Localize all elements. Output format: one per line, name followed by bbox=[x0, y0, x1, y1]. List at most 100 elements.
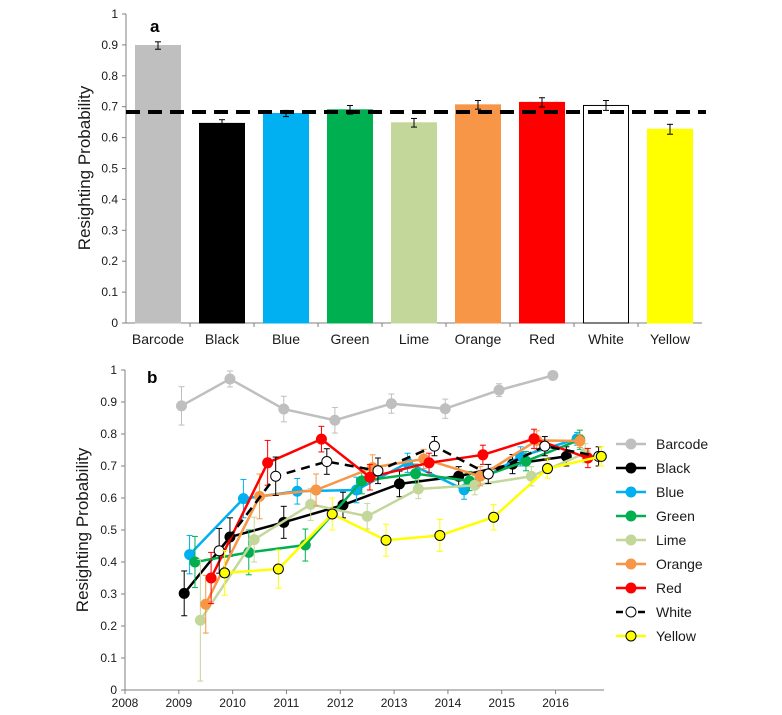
legend-label: Green bbox=[656, 508, 695, 524]
point-lime bbox=[361, 510, 373, 522]
series-lime bbox=[194, 443, 591, 682]
point-yellow bbox=[380, 534, 392, 546]
y-tick-label: 0.8 bbox=[101, 69, 118, 83]
x-tick-label: 2013 bbox=[381, 696, 408, 710]
line-chart-panel-b: 0 0.1 0.2 0.3 0.4 0.5 0.6 0.7 0.8 0.9 1 2008 2009 201… bbox=[73, 363, 708, 710]
legend-label: White bbox=[656, 604, 692, 620]
point-red bbox=[364, 471, 376, 483]
x-tick-label: 2011 bbox=[274, 696, 300, 710]
bar-blue bbox=[263, 112, 309, 324]
point-barcode bbox=[176, 400, 188, 412]
y-tick-label: 0.7 bbox=[101, 100, 118, 114]
x-tick-label: 2010 bbox=[219, 696, 246, 710]
category-label: Red bbox=[529, 331, 555, 347]
x-tick-label: 2014 bbox=[435, 696, 462, 710]
y-tick-label: 0 bbox=[111, 316, 118, 330]
point-lime bbox=[194, 614, 206, 626]
y-tick-label: 0.1 bbox=[100, 651, 117, 665]
legend-marker-red bbox=[625, 582, 637, 594]
legend-label: Blue bbox=[656, 484, 684, 500]
legend-marker-orange bbox=[625, 558, 637, 570]
legend-marker-black bbox=[625, 462, 637, 474]
legend-label: Red bbox=[656, 580, 682, 596]
category-label: Blue bbox=[272, 331, 300, 347]
bar-white bbox=[583, 104, 629, 324]
bar-red bbox=[519, 101, 565, 324]
y-axis-label: Resighting Probability bbox=[73, 447, 92, 612]
category-label: Barcode bbox=[132, 331, 184, 347]
bar-yellow bbox=[647, 128, 693, 324]
point-barcode bbox=[439, 403, 451, 415]
point-orange bbox=[574, 435, 586, 447]
y-tick-label: 0.4 bbox=[101, 192, 118, 206]
y-tick-label: 0.5 bbox=[101, 162, 118, 176]
y-tick-label: 0.9 bbox=[101, 38, 118, 52]
point-lime bbox=[469, 479, 481, 491]
point-lime bbox=[305, 498, 317, 510]
y-tick-label: 0.5 bbox=[100, 523, 117, 537]
legend-marker-lime bbox=[625, 534, 637, 546]
line-orange bbox=[204, 439, 580, 605]
point-red bbox=[262, 457, 274, 469]
series-white bbox=[213, 436, 605, 574]
point-white bbox=[539, 440, 551, 452]
point-barcode bbox=[278, 403, 290, 415]
legend-marker-white bbox=[625, 606, 637, 618]
y-tick-label: 0.9 bbox=[100, 395, 117, 409]
panel-label-b: b bbox=[147, 368, 157, 387]
category-label: Lime bbox=[399, 331, 430, 347]
y-tick-label: 1 bbox=[110, 363, 117, 377]
legend-label: Lime bbox=[656, 532, 687, 548]
panel-label-a: a bbox=[150, 17, 160, 36]
point-red bbox=[423, 457, 435, 469]
y-tick-label: 0.1 bbox=[101, 285, 118, 299]
category-label: White bbox=[588, 331, 624, 347]
y-tick-label: 0.7 bbox=[100, 459, 117, 473]
legend-marker-blue bbox=[625, 486, 637, 498]
point-orange bbox=[310, 484, 322, 496]
point-black bbox=[178, 587, 190, 599]
point-barcode bbox=[547, 369, 559, 381]
point-red bbox=[477, 449, 489, 461]
x-tick-label: 2009 bbox=[165, 696, 192, 710]
point-red bbox=[528, 433, 540, 445]
y-tick-label: 0.2 bbox=[100, 619, 117, 633]
point-barcode bbox=[493, 384, 505, 396]
point-black bbox=[393, 478, 405, 490]
point-yellow bbox=[326, 508, 338, 520]
y-tick-label: 0.8 bbox=[100, 427, 117, 441]
point-white bbox=[321, 456, 333, 468]
y-tick-label: 0.6 bbox=[101, 131, 118, 145]
legend: Barcode Black Blue Green Lime Orange Red White Y… bbox=[616, 436, 708, 644]
legend-marker-yellow bbox=[625, 630, 637, 642]
bar-black bbox=[199, 122, 245, 324]
point-barcode bbox=[224, 373, 236, 385]
series-black bbox=[178, 446, 572, 617]
x-tick-label: 2012 bbox=[327, 696, 354, 710]
y-axis-label: Resighting Probability bbox=[75, 85, 94, 250]
point-green bbox=[520, 455, 532, 467]
point-lime bbox=[525, 470, 537, 482]
point-yellow bbox=[272, 563, 284, 575]
bar-barcode bbox=[135, 45, 181, 324]
line-lime bbox=[199, 452, 586, 621]
bar-lime bbox=[391, 122, 437, 324]
line-red bbox=[209, 437, 589, 579]
point-yellow bbox=[595, 450, 607, 462]
bar-green bbox=[327, 109, 373, 324]
category-label: Green bbox=[331, 331, 370, 347]
point-white bbox=[428, 440, 440, 452]
point-lime bbox=[248, 534, 260, 546]
series-red bbox=[205, 425, 594, 605]
y-tick-label: 0.4 bbox=[100, 555, 117, 569]
line-barcode bbox=[180, 374, 554, 422]
legend-marker-barcode bbox=[625, 438, 637, 450]
y-tick-label: 1 bbox=[111, 7, 118, 21]
bar-orange bbox=[455, 104, 501, 324]
series-barcode bbox=[176, 369, 559, 434]
legend-marker-green bbox=[625, 510, 637, 522]
point-white bbox=[372, 465, 384, 477]
point-blue bbox=[237, 493, 249, 505]
point-white bbox=[482, 468, 494, 480]
